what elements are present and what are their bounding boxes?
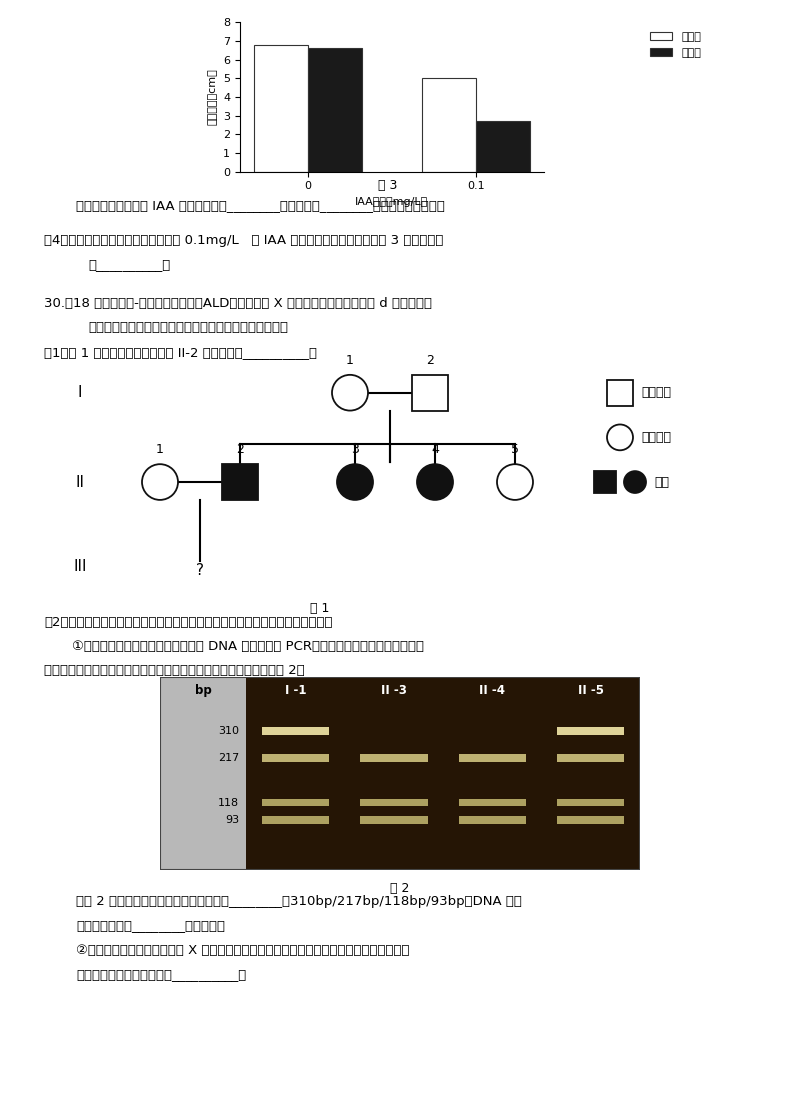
Bar [360, 799, 427, 807]
Bar [360, 799, 427, 807]
Bar [476, 121, 530, 172]
Bar [558, 817, 625, 824]
Bar [558, 727, 625, 735]
Text: ①首先提取四名女性与此基因有关的 DNA 片段并进行 PCR，产物酶切后进行电泳（正常基: ①首先提取四名女性与此基因有关的 DNA 片段并进行 PCR，产物酶切后进行电泳… [72, 640, 424, 653]
Text: 正常男性: 正常男性 [641, 387, 671, 399]
Bar [594, 471, 616, 493]
Text: II: II [75, 474, 85, 490]
Bar [262, 727, 330, 735]
Text: （4）综合上述实验，请解释在浓度为 0.1mg/L   的 IAA 作用下野生型拟南芝出现图 3 结果的原因: （4）综合上述实验，请解释在浓度为 0.1mg/L 的 IAA 作用下野生型拟南… [44, 234, 443, 247]
Circle shape [142, 464, 178, 500]
Bar [262, 799, 330, 807]
Bar [360, 817, 427, 824]
Text: 者发病程度差异较大，科研人员对该病进行了深入研究。: 者发病程度差异较大，科研人员对该病进行了深入研究。 [88, 321, 288, 335]
Bar [558, 727, 625, 735]
Text: （1）图 1 为某患者家系图，其中 II-2 的基因型是__________。: （1）图 1 为某患者家系图，其中 II-2 的基因型是__________。 [44, 346, 317, 359]
Bar [246, 677, 640, 871]
Circle shape [332, 375, 368, 411]
Bar [558, 755, 625, 762]
Bar [459, 755, 526, 762]
Circle shape [417, 464, 453, 500]
Text: 1: 1 [156, 443, 164, 456]
Text: 30.（18 分）肾上腺-脑白质营养不良（ALD）是一种伴 X 染色体的隐性遗传病（用 d 表示），患: 30.（18 分）肾上腺-脑白质营养不良（ALD）是一种伴 X 染色体的隐性遗传… [44, 297, 432, 310]
Circle shape [607, 424, 633, 450]
Text: 上的基因无法表达的原因是__________。: 上的基因无法表达的原因是__________。 [76, 968, 246, 981]
Text: （2）为确定该家系相关成员的基因组成与发病原因，科研人员进行了如下研究。: （2）为确定该家系相关成员的基因组成与发病原因，科研人员进行了如下研究。 [44, 616, 333, 628]
Text: 1: 1 [346, 353, 354, 367]
Text: 结果表明，此浓度的 IAA 对主根伸长有________作用，且对________植株的作用更显著。: 结果表明，此浓度的 IAA 对主根伸长有________作用，且对_______… [76, 199, 445, 213]
Bar [262, 755, 330, 762]
Text: 217: 217 [218, 753, 239, 763]
Legend: 野生型, 突变体: 野生型, 突变体 [646, 28, 706, 62]
Text: 因含一个限制酶切位点，突变基因增加了一个酶切位点），结果如图 2。: 因含一个限制酶切位点，突变基因增加了一个酶切位点），结果如图 2。 [44, 665, 305, 677]
Text: 图 2: 图 2 [390, 882, 410, 894]
Bar [607, 380, 633, 406]
Text: 患者: 患者 [654, 475, 669, 489]
Bar [558, 817, 625, 824]
Text: I -1: I -1 [285, 684, 306, 697]
Bar [262, 755, 330, 762]
Bar [222, 464, 258, 500]
Text: 中；四名女性中________是杂合子。: 中；四名女性中________是杂合子。 [76, 920, 225, 932]
Text: I: I [78, 386, 82, 400]
Circle shape [497, 464, 533, 500]
Text: II -4: II -4 [479, 684, 506, 697]
Bar [558, 799, 625, 807]
Bar [308, 49, 362, 172]
Text: 2: 2 [426, 353, 434, 367]
Circle shape [337, 464, 373, 500]
Bar [412, 375, 448, 411]
Text: 118: 118 [218, 798, 239, 808]
X-axis label: IAA浓度（mg/L）: IAA浓度（mg/L） [355, 197, 429, 207]
Bar [459, 755, 526, 762]
Text: 310: 310 [218, 726, 239, 736]
Text: 3: 3 [351, 443, 359, 456]
Text: 93: 93 [225, 815, 239, 825]
Bar [262, 727, 330, 735]
Bar [459, 817, 526, 824]
Bar [459, 799, 526, 807]
Bar [422, 79, 476, 172]
Bar [360, 755, 427, 762]
Bar [360, 755, 427, 762]
Text: 正常女性: 正常女性 [641, 431, 671, 444]
Text: ②已知女性每个细胞所含两条 X 染色体中的一条总是保持固缩状态而失活，推测失活染色体: ②已知女性每个细胞所含两条 X 染色体中的一条总是保持固缩状态而失活，推测失活染… [76, 944, 410, 956]
Bar [262, 817, 330, 824]
Bar [160, 677, 246, 871]
Bar [459, 817, 526, 824]
Bar [558, 755, 625, 762]
Text: 2: 2 [236, 443, 244, 456]
Text: bp: bp [195, 684, 211, 697]
Text: 图 1: 图 1 [310, 603, 330, 615]
Text: II -5: II -5 [578, 684, 604, 697]
Bar [262, 799, 330, 807]
Bar [254, 44, 308, 172]
Text: 由图 2 可知突变基因新增的酶切位点位于________（310bp/217bp/118bp/93bp）DNA 片段: 由图 2 可知突变基因新增的酶切位点位于________（310bp/217bp… [76, 895, 522, 907]
Bar [360, 817, 427, 824]
Bar [558, 799, 625, 807]
Text: 4: 4 [431, 443, 439, 456]
Text: 图 3: 图 3 [378, 179, 398, 193]
Bar [459, 799, 526, 807]
Text: 5: 5 [511, 443, 519, 456]
Text: III: III [74, 558, 86, 574]
Text: ?: ? [196, 564, 204, 578]
Text: II -3: II -3 [381, 684, 407, 697]
Text: 是__________。: 是__________。 [88, 258, 170, 271]
Y-axis label: 主根长度（cm）: 主根长度（cm） [207, 69, 218, 125]
Bar [262, 817, 330, 824]
Circle shape [624, 471, 646, 493]
